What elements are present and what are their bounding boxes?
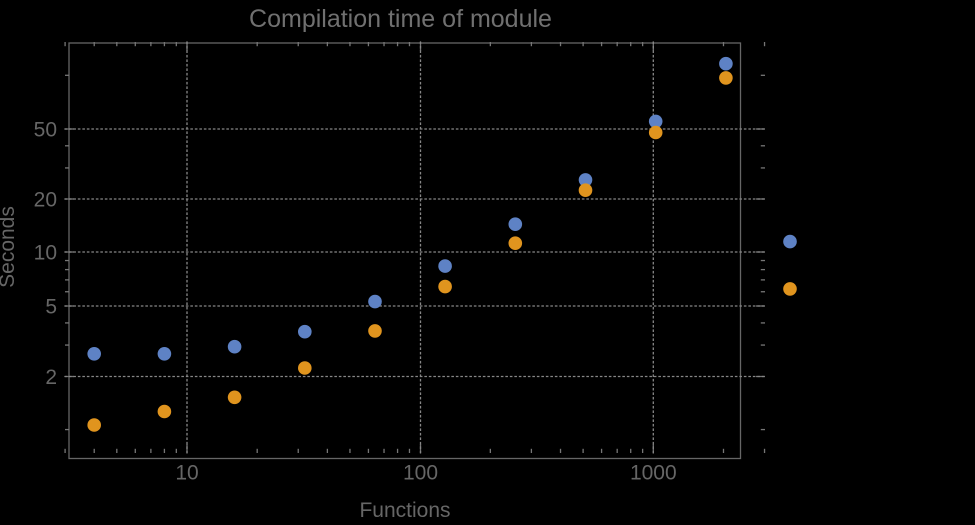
svg-text:Seconds: Seconds <box>0 206 19 288</box>
svg-text:5: 5 <box>45 296 57 319</box>
svg-text:Compilation time of module: Compilation time of module <box>249 5 552 33</box>
svg-text:2: 2 <box>45 366 57 389</box>
svg-text:100: 100 <box>403 462 438 485</box>
svg-text:50: 50 <box>34 119 57 142</box>
svg-text:10: 10 <box>175 462 198 485</box>
svg-text:Functions: Functions <box>359 499 450 522</box>
svg-text:20: 20 <box>34 189 57 212</box>
svg-text:1000: 1000 <box>630 462 677 485</box>
svg-text:10: 10 <box>34 242 57 265</box>
